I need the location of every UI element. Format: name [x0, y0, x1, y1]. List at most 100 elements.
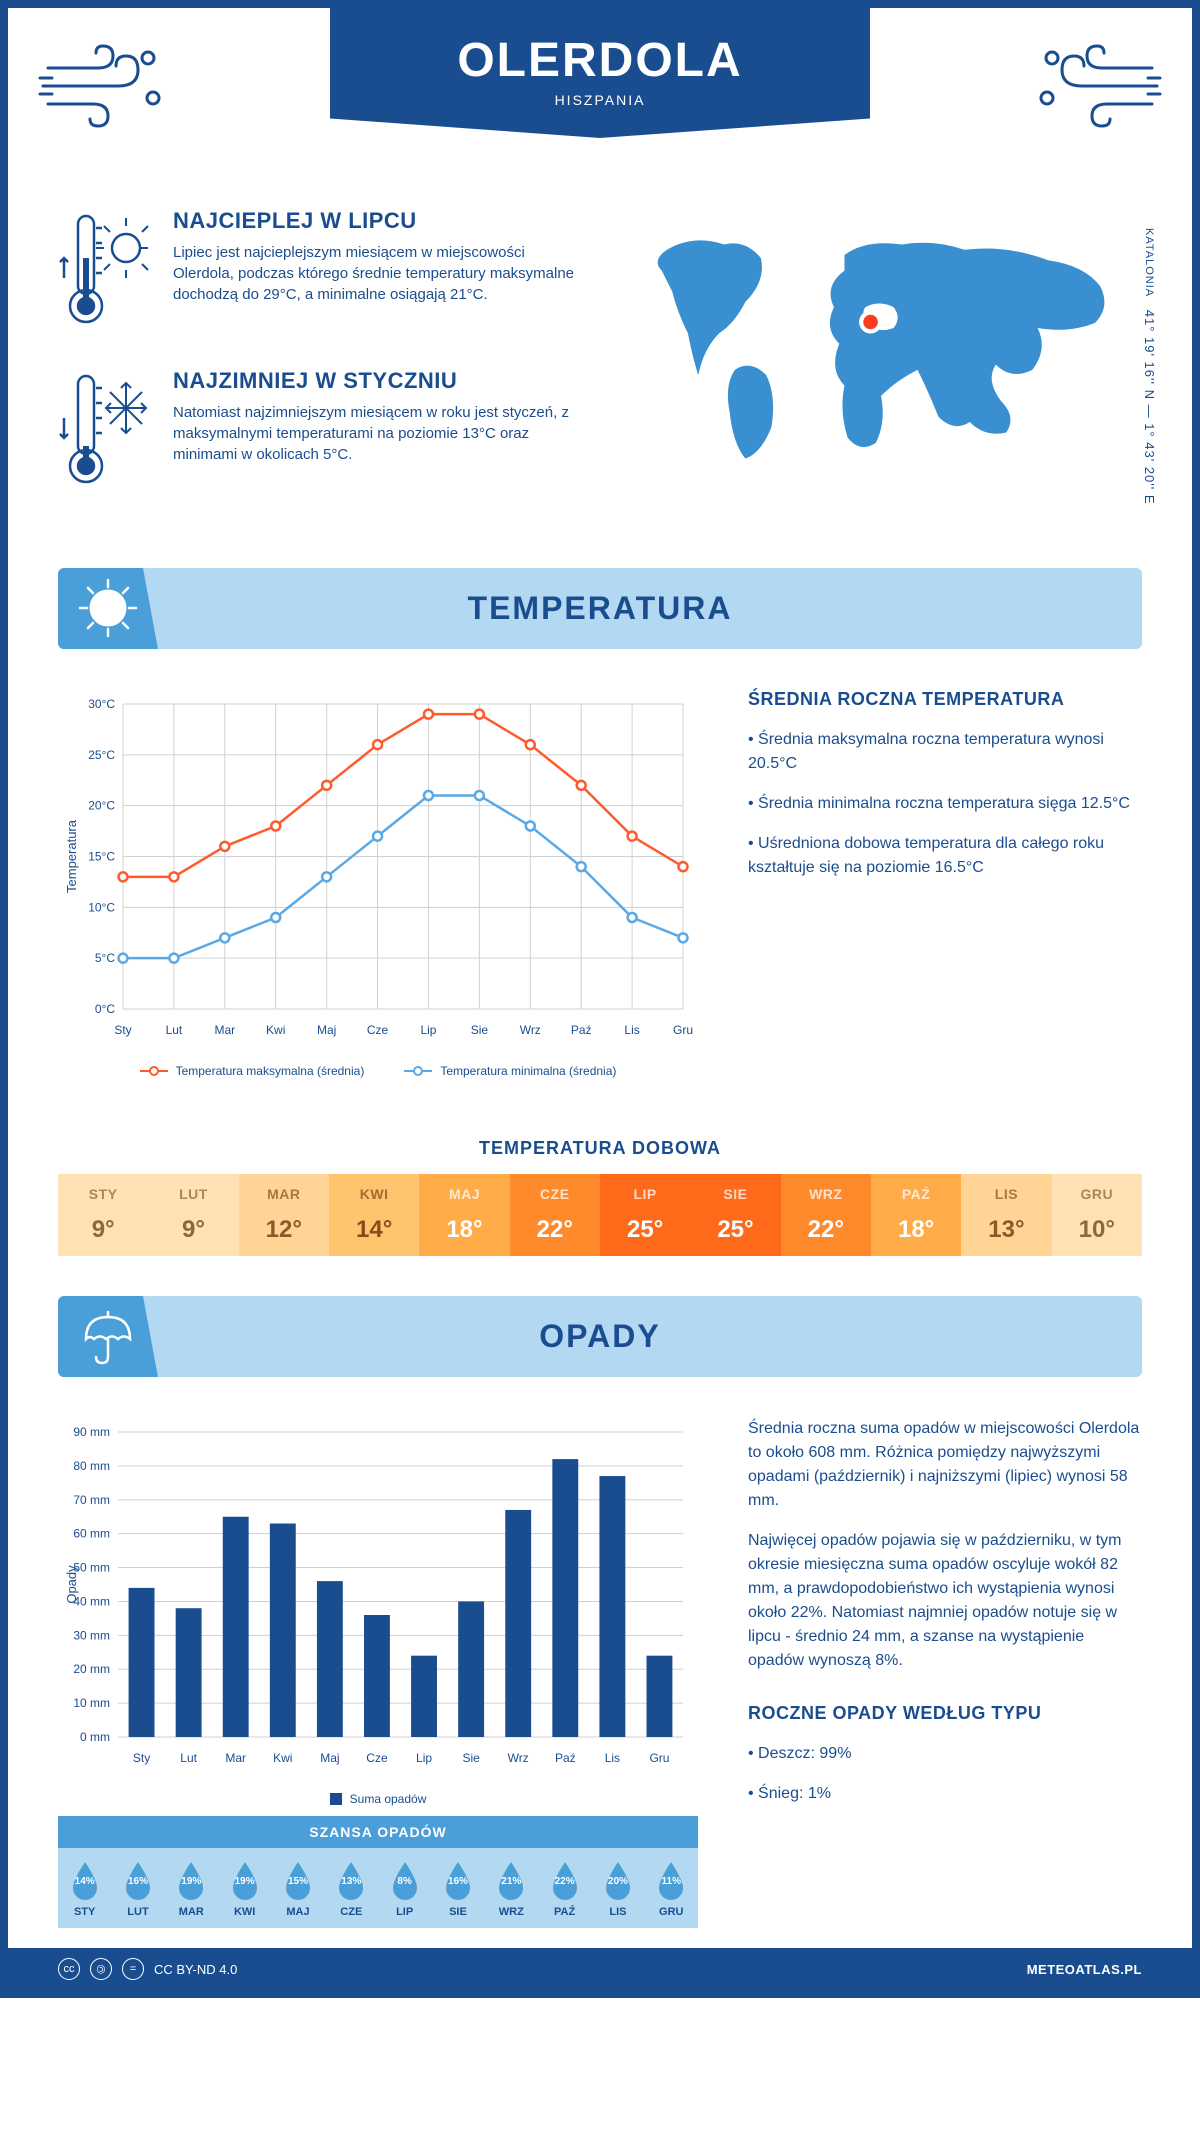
daily-temp-cell: LIS13° — [961, 1174, 1051, 1256]
wind-icon — [38, 38, 168, 133]
chance-cell: 19% MAR — [165, 1860, 218, 1918]
svg-text:Lut: Lut — [180, 1751, 197, 1765]
thermometer-hot-icon — [58, 208, 153, 333]
intro-section: NAJCIEPLEJ W LIPCU Lipiec jest najcieple… — [8, 188, 1192, 568]
chance-cell: 11% GRU — [645, 1860, 698, 1918]
svg-text:Kwi: Kwi — [266, 1023, 285, 1037]
svg-text:70 mm: 70 mm — [73, 1493, 110, 1507]
fact-coldest-text: Natomiast najzimniejszym miesiącem w rok… — [173, 402, 580, 465]
city-name: OLERDOLA — [330, 33, 870, 88]
world-map — [620, 208, 1142, 479]
chance-cell: 15% MAJ — [271, 1860, 324, 1918]
chance-cell: 16% SIE — [431, 1860, 484, 1918]
svg-text:0°C: 0°C — [95, 1002, 115, 1016]
legend-min-label: Temperatura minimalna (średnia) — [440, 1064, 616, 1078]
svg-text:Sty: Sty — [114, 1023, 131, 1037]
wind-icon — [1032, 38, 1162, 133]
svg-text:20°C: 20°C — [88, 799, 115, 813]
svg-text:Gru: Gru — [649, 1751, 669, 1765]
svg-text:5°C: 5°C — [95, 951, 115, 965]
title-banner: OLERDOLA HISZPANIA — [330, 8, 870, 138]
precip-bar-chart: 0 mm10 mm20 mm30 mm40 mm50 mm60 mm70 mm8… — [58, 1417, 698, 1777]
coordinates: KATALONIA 41° 19' 16'' N — 1° 43' 20'' E — [1142, 228, 1157, 505]
temp-summary-item: • Średnia minimalna roczna temperatura s… — [748, 792, 1142, 816]
precip-type-list: • Deszcz: 99% • Śnieg: 1% — [748, 1742, 1142, 1806]
site-name: METEOATLAS.PL — [1027, 1962, 1142, 1977]
precip-chart-legend: Suma opadów — [58, 1792, 698, 1806]
precip-type-item: • Deszcz: 99% — [748, 1742, 1142, 1766]
daily-temp-title: TEMPERATURA DOBOWA — [8, 1138, 1192, 1159]
svg-text:10°C: 10°C — [88, 900, 115, 914]
precip-chance-table: SZANSA OPADÓW 14% STY 16% LUT 19% MAR 19… — [58, 1816, 698, 1928]
svg-text:Paź: Paź — [555, 1751, 576, 1765]
svg-text:Lis: Lis — [624, 1023, 639, 1037]
fact-coldest: NAJZIMNIEJ W STYCZNIU Natomiast najzimni… — [58, 368, 580, 493]
svg-text:Kwi: Kwi — [273, 1751, 292, 1765]
section-header-temperature: TEMPERATURA — [58, 568, 1142, 649]
svg-text:Cze: Cze — [367, 1023, 389, 1037]
sun-icon — [58, 568, 158, 649]
chance-cell: 14% STY — [58, 1860, 111, 1918]
region-label: KATALONIA — [1143, 228, 1155, 297]
svg-text:Sie: Sie — [471, 1023, 489, 1037]
chance-cell: 8% LIP — [378, 1860, 431, 1918]
chance-cell: 22% PAŹ — [538, 1860, 591, 1918]
footer: cc 🄯 = CC BY-ND 4.0 METEOATLAS.PL — [8, 1948, 1192, 1990]
temp-summary-item: • Uśredniona dobowa temperatura dla całe… — [748, 832, 1142, 880]
daily-temp-cell: CZE22° — [510, 1174, 600, 1256]
svg-text:Temperatura: Temperatura — [64, 819, 79, 893]
svg-text:60 mm: 60 mm — [73, 1527, 110, 1541]
temperature-line-chart: 0°C5°C10°C15°C20°C25°C30°CStyLutMarKwiMa… — [58, 689, 698, 1049]
chance-title: SZANSA OPADÓW — [58, 1816, 698, 1848]
umbrella-icon — [58, 1296, 158, 1377]
precip-text-1: Średnia roczna suma opadów w miejscowośc… — [748, 1417, 1142, 1513]
country-name: HISZPANIA — [330, 92, 870, 108]
temp-summary-list: • Średnia maksymalna roczna temperatura … — [748, 728, 1142, 880]
daily-temp-cell: WRZ22° — [781, 1174, 871, 1256]
svg-text:Mar: Mar — [214, 1023, 235, 1037]
section-header-precip: OPADY — [58, 1296, 1142, 1377]
svg-text:80 mm: 80 mm — [73, 1459, 110, 1473]
precip-type-item: • Śnieg: 1% — [748, 1782, 1142, 1806]
svg-text:Maj: Maj — [317, 1023, 336, 1037]
svg-text:20 mm: 20 mm — [73, 1662, 110, 1676]
svg-text:0 mm: 0 mm — [80, 1730, 110, 1744]
chance-cell: 13% CZE — [325, 1860, 378, 1918]
fact-warmest-title: NAJCIEPLEJ W LIPCU — [173, 208, 580, 234]
daily-temp-cell: MAR12° — [239, 1174, 329, 1256]
daily-temp-cell: PAŹ18° — [871, 1174, 961, 1256]
svg-text:Maj: Maj — [320, 1751, 339, 1765]
daily-temp-cell: KWI14° — [329, 1174, 419, 1256]
section-title: OPADY — [58, 1318, 1142, 1355]
svg-text:10 mm: 10 mm — [73, 1696, 110, 1710]
svg-text:30°C: 30°C — [88, 697, 115, 711]
legend-precip-label: Suma opadów — [350, 1792, 427, 1806]
svg-text:Lut: Lut — [166, 1023, 183, 1037]
svg-text:Cze: Cze — [366, 1751, 388, 1765]
nd-icon: = — [122, 1958, 144, 1980]
latitude: 41° 19' 16'' N — [1142, 310, 1157, 400]
svg-text:Sty: Sty — [133, 1751, 150, 1765]
svg-text:Sie: Sie — [462, 1751, 480, 1765]
svg-text:Lip: Lip — [420, 1023, 436, 1037]
svg-text:Lip: Lip — [416, 1751, 432, 1765]
chance-cell: 20% LIS — [591, 1860, 644, 1918]
temperature-chart-legend: Temperatura maksymalna (średnia) Tempera… — [58, 1064, 698, 1078]
temp-summary-item: • Średnia maksymalna roczna temperatura … — [748, 728, 1142, 776]
section-title: TEMPERATURA — [58, 590, 1142, 627]
svg-text:Lis: Lis — [605, 1751, 620, 1765]
daily-temp-table: STY9°LUT9°MAR12°KWI14°MAJ18°CZE22°LIP25°… — [58, 1174, 1142, 1256]
fact-coldest-title: NAJZIMNIEJ W STYCZNIU — [173, 368, 580, 394]
svg-text:Wrz: Wrz — [508, 1751, 529, 1765]
svg-text:Mar: Mar — [225, 1751, 246, 1765]
chance-cell: 19% KWI — [218, 1860, 271, 1918]
by-icon: 🄯 — [90, 1958, 112, 1980]
fact-warmest-text: Lipiec jest najcieplejszym miesiącem w m… — [173, 242, 580, 305]
chance-cell: 21% WRZ — [485, 1860, 538, 1918]
cc-icon: cc — [58, 1958, 80, 1980]
svg-text:15°C: 15°C — [88, 850, 115, 864]
thermometer-cold-icon — [58, 368, 153, 493]
daily-temp-cell: MAJ18° — [419, 1174, 509, 1256]
svg-text:Paź: Paź — [571, 1023, 592, 1037]
daily-temp-cell: SIE25° — [690, 1174, 780, 1256]
